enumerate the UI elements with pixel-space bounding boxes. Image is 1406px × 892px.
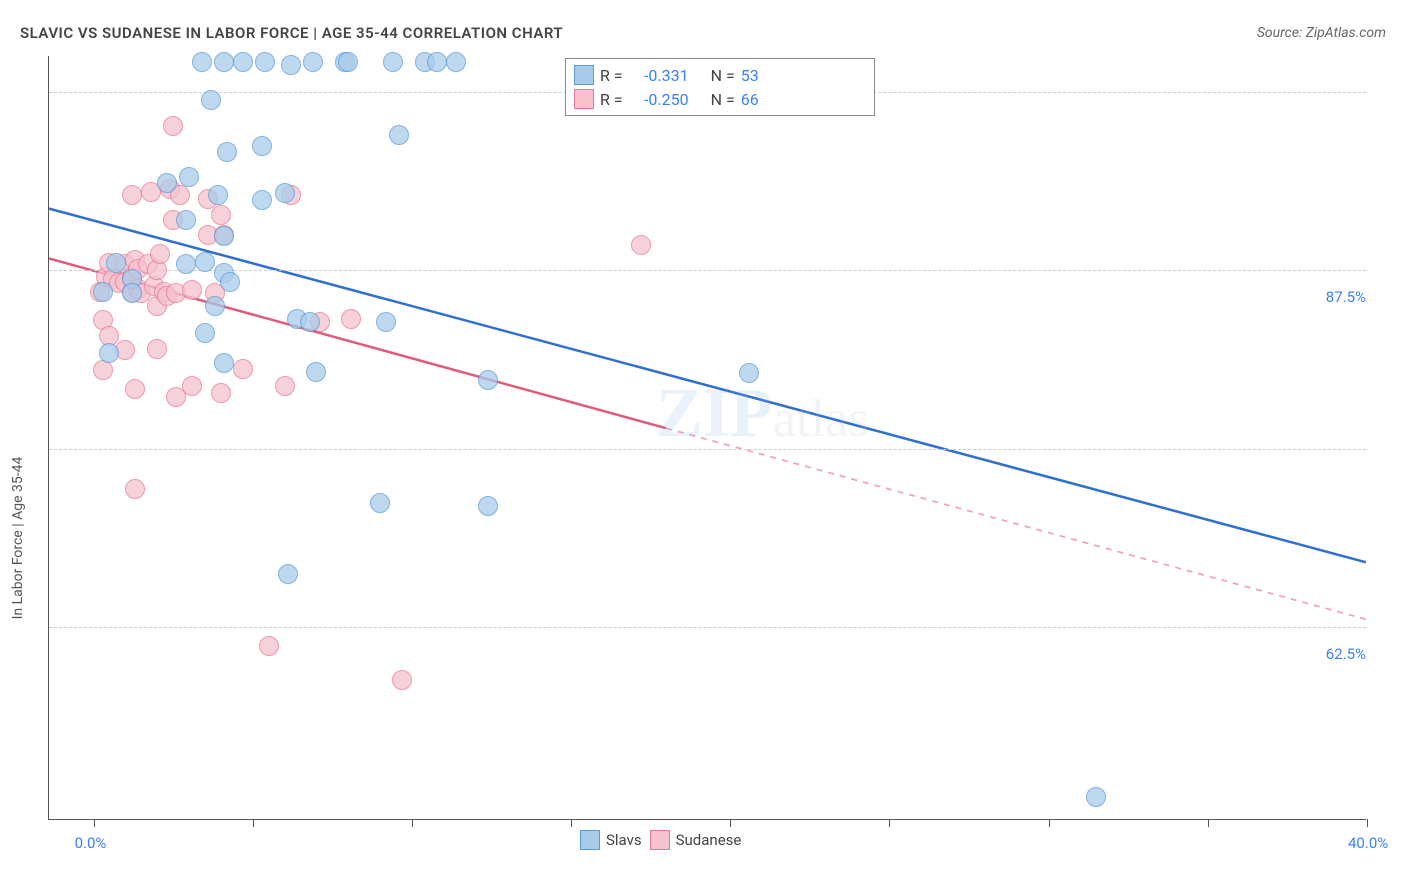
data-point — [192, 52, 212, 72]
data-point — [275, 183, 295, 203]
r-value: -0.331 — [629, 66, 689, 85]
x-tick — [889, 819, 890, 827]
data-point — [157, 173, 177, 193]
data-point — [93, 282, 113, 302]
x-tick — [1208, 819, 1209, 827]
data-point — [201, 90, 221, 110]
swatch-slavs-icon — [580, 830, 600, 850]
data-point — [125, 479, 145, 499]
r-value: -0.250 — [629, 90, 689, 109]
y-tick-label: 87.5% — [1296, 288, 1366, 306]
data-point — [446, 52, 466, 72]
n-value: 53 — [741, 66, 759, 85]
data-point — [338, 52, 358, 72]
data-point — [214, 353, 234, 373]
data-point — [122, 283, 142, 303]
data-point — [281, 55, 301, 75]
legend: Slavs Sudanese — [580, 830, 741, 850]
swatch-sudanese-icon — [574, 89, 594, 109]
y-tick-label: 62.5% — [1296, 645, 1366, 663]
n-label: N = — [711, 90, 735, 109]
x-tick — [253, 819, 254, 827]
data-point — [205, 296, 225, 316]
stats-row-sudanese: R = -0.250 N = 66 — [574, 87, 866, 111]
data-point — [163, 116, 183, 136]
data-point — [147, 339, 167, 359]
data-point — [106, 253, 126, 273]
data-point — [278, 564, 298, 584]
r-label: R = — [600, 66, 623, 85]
data-point — [259, 636, 279, 656]
data-point — [306, 362, 326, 382]
x-tick — [571, 819, 572, 827]
data-point — [233, 359, 253, 379]
data-point — [252, 190, 272, 210]
legend-label: Sudanese — [676, 831, 742, 849]
data-point — [150, 244, 170, 264]
data-point — [427, 52, 447, 72]
x-tick — [412, 819, 413, 827]
data-point — [125, 379, 145, 399]
r-label: R = — [600, 90, 623, 109]
data-point — [376, 312, 396, 332]
data-point — [176, 210, 196, 230]
source-attribution: Source: ZipAtlas.com — [1257, 25, 1386, 41]
data-point — [303, 52, 323, 72]
gridline — [49, 627, 1366, 628]
data-point — [214, 226, 234, 246]
data-point — [389, 125, 409, 145]
swatch-sudanese-icon — [650, 830, 670, 850]
x-tick — [1049, 819, 1050, 827]
swatch-slavs-icon — [574, 65, 594, 85]
data-point — [214, 52, 234, 72]
legend-item-slavs: Slavs — [580, 830, 642, 850]
data-point — [208, 185, 228, 205]
legend-label: Slavs — [606, 831, 642, 849]
data-point — [300, 312, 320, 332]
stats-row-slavs: R = -0.331 N = 53 — [574, 63, 866, 87]
legend-item-sudanese: Sudanese — [650, 830, 742, 850]
data-point — [166, 387, 186, 407]
gridline — [49, 270, 1366, 271]
data-point — [195, 323, 215, 343]
data-point — [220, 272, 240, 292]
chart-title: SLAVIC VS SUDANESE IN LABOR FORCE | AGE … — [20, 24, 563, 42]
plot-area — [48, 56, 1366, 820]
n-value: 66 — [741, 90, 759, 109]
data-point — [370, 493, 390, 513]
data-point — [739, 363, 759, 383]
n-label: N = — [711, 66, 735, 85]
correlation-stats-box: R = -0.331 N = 53 R = -0.250 N = 66 — [565, 58, 875, 116]
data-point — [211, 383, 231, 403]
data-point — [99, 343, 119, 363]
data-point — [392, 670, 412, 690]
data-point — [217, 142, 237, 162]
data-point — [255, 52, 275, 72]
x-tick — [94, 819, 95, 827]
data-point — [176, 254, 196, 274]
data-point — [252, 136, 272, 156]
data-point — [383, 52, 403, 72]
data-point — [195, 252, 215, 272]
data-point — [478, 496, 498, 516]
data-point — [275, 376, 295, 396]
x-tick — [1367, 819, 1368, 827]
data-point — [179, 167, 199, 187]
data-point — [182, 280, 202, 300]
data-point — [233, 52, 253, 72]
gridline — [49, 449, 1366, 450]
data-point — [1086, 787, 1106, 807]
x-tick — [730, 819, 731, 827]
data-point — [211, 205, 231, 225]
x-tick-label: 0.0% — [75, 834, 107, 852]
x-tick-label: 40.0% — [1348, 834, 1388, 852]
data-point — [122, 185, 142, 205]
data-point — [631, 235, 651, 255]
data-point — [478, 370, 498, 390]
y-axis-label: In Labor Force | Age 35-44 — [10, 438, 26, 638]
data-point — [341, 309, 361, 329]
data-point — [93, 360, 113, 380]
trend-lines-svg — [49, 56, 1366, 819]
